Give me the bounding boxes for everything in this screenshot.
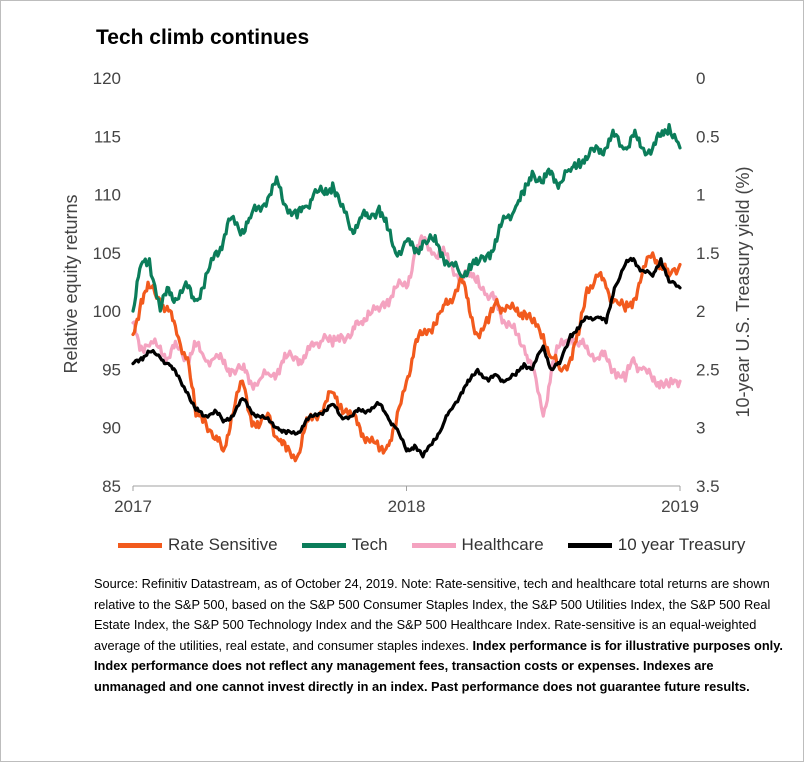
legend-label-tech: Tech — [351, 535, 388, 554]
chart-legend: Rate Sensitive Tech Healthcare 10 year T… — [118, 534, 769, 556]
y-tick-label-3: 105 — [93, 244, 121, 263]
y2-tick-label-4: 2 — [696, 302, 705, 321]
source-note-regular: Source: Refinitiv Datastream, as of Octo… — [94, 576, 771, 653]
y-tick-label-7: 85 — [102, 477, 121, 496]
y-tick-label-2: 110 — [94, 186, 121, 205]
y2-tick-label-1: 0.5 — [696, 127, 720, 146]
legend-swatch-tech — [301, 542, 346, 548]
legend-item-healthcare: Healthcare — [411, 535, 544, 555]
y-tick-label-1: 115 — [94, 127, 121, 146]
legend-item-tech: Tech — [301, 535, 388, 555]
series-line-healthcare — [131, 234, 682, 418]
x-tick-label-1: 2018 — [388, 497, 426, 516]
legend-swatch-treasury — [567, 542, 612, 548]
source-note-disclaimer: Index performance is for illustrative pu… — [94, 637, 783, 694]
y-tick-label-5: 95 — [102, 360, 121, 379]
y-tick-label-4: 100 — [93, 302, 121, 321]
line-chart: 12011511010510095908500.511.522.533.5201… — [61, 69, 753, 516]
y2-tick-label-6: 3 — [696, 419, 705, 438]
x-tick-label-2: 2019 — [661, 497, 699, 516]
legend-swatch-rate-sensitive — [118, 542, 162, 548]
legend-item-treasury: 10 year Treasury — [567, 535, 746, 555]
y2-tick-label-2: 1 — [696, 186, 705, 205]
y-tick-label-0: 120 — [93, 69, 121, 88]
y2-tick-label-7: 3.5 — [696, 477, 720, 496]
chart-title: Tech climb continues — [96, 26, 310, 49]
y2-tick-label-0: 0 — [696, 69, 705, 88]
y-axis-title: Relative equity returns — [61, 194, 81, 373]
legend-label-rate-sensitive: Rate Sensitive — [168, 535, 278, 554]
series-line-tech — [131, 123, 682, 313]
series-line-10-year-treasury — [131, 256, 682, 459]
series-line-rate-sensitive — [131, 251, 682, 463]
y2-tick-label-5: 2.5 — [696, 360, 720, 379]
legend-item-rate-sensitive: Rate Sensitive — [118, 535, 278, 555]
legend-label-healthcare: Healthcare — [461, 535, 544, 554]
y2-tick-label-3: 1.5 — [696, 244, 720, 263]
y2-axis-title: 10-year U.S. Treasury yield (%) — [733, 166, 753, 417]
legend-label-treasury: 10 year Treasury — [617, 535, 746, 554]
legend-swatch-healthcare — [411, 542, 456, 548]
y-tick-label-6: 90 — [102, 419, 121, 438]
source-note: Source: Refinitiv Datastream, as of Octo… — [94, 574, 784, 697]
x-tick-label-0: 2017 — [114, 497, 152, 516]
